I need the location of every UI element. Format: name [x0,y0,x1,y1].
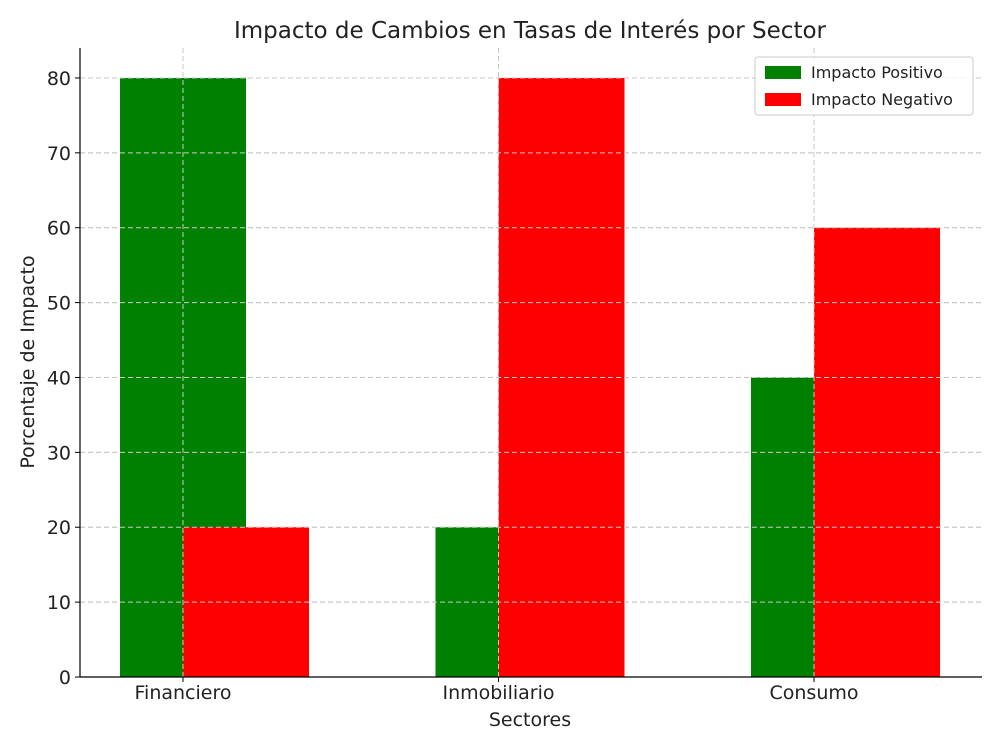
bars [80,48,982,677]
x-tick-label: Inmobiliario [442,682,554,704]
y-ticks: 0 10 20 30 40 50 60 70 80 [47,68,80,689]
legend-label: Impacto Positivo [811,63,943,82]
legend: Impacto Positivo Impacto Negativo [754,56,974,116]
chart-title: Impacto de Cambios en Tasas de Interés p… [234,18,827,44]
y-tick-label: 0 [59,667,71,689]
y-tick-label: 70 [47,143,71,165]
y-tick-label: 20 [47,517,71,539]
x-tick-label: Financiero [135,682,232,704]
y-tick-label: 80 [47,68,71,90]
legend-box [754,56,974,116]
x-axis-label: Sectores [489,709,571,731]
x-tick-label: Consumo [769,682,858,704]
y-tick-label: 30 [47,442,71,464]
y-tick-label: 40 [47,367,71,389]
y-axis-label: Porcentaje de Impacto [17,255,39,468]
y-tick-label: 10 [47,592,71,614]
legend-label: Impacto Negativo [811,90,953,109]
legend-swatch [765,66,801,79]
y-tick-label: 60 [47,218,71,240]
y-tick-label: 50 [47,293,71,315]
legend-swatch [765,93,801,106]
x-ticks: Financiero Inmobiliario Consumo [135,677,859,704]
